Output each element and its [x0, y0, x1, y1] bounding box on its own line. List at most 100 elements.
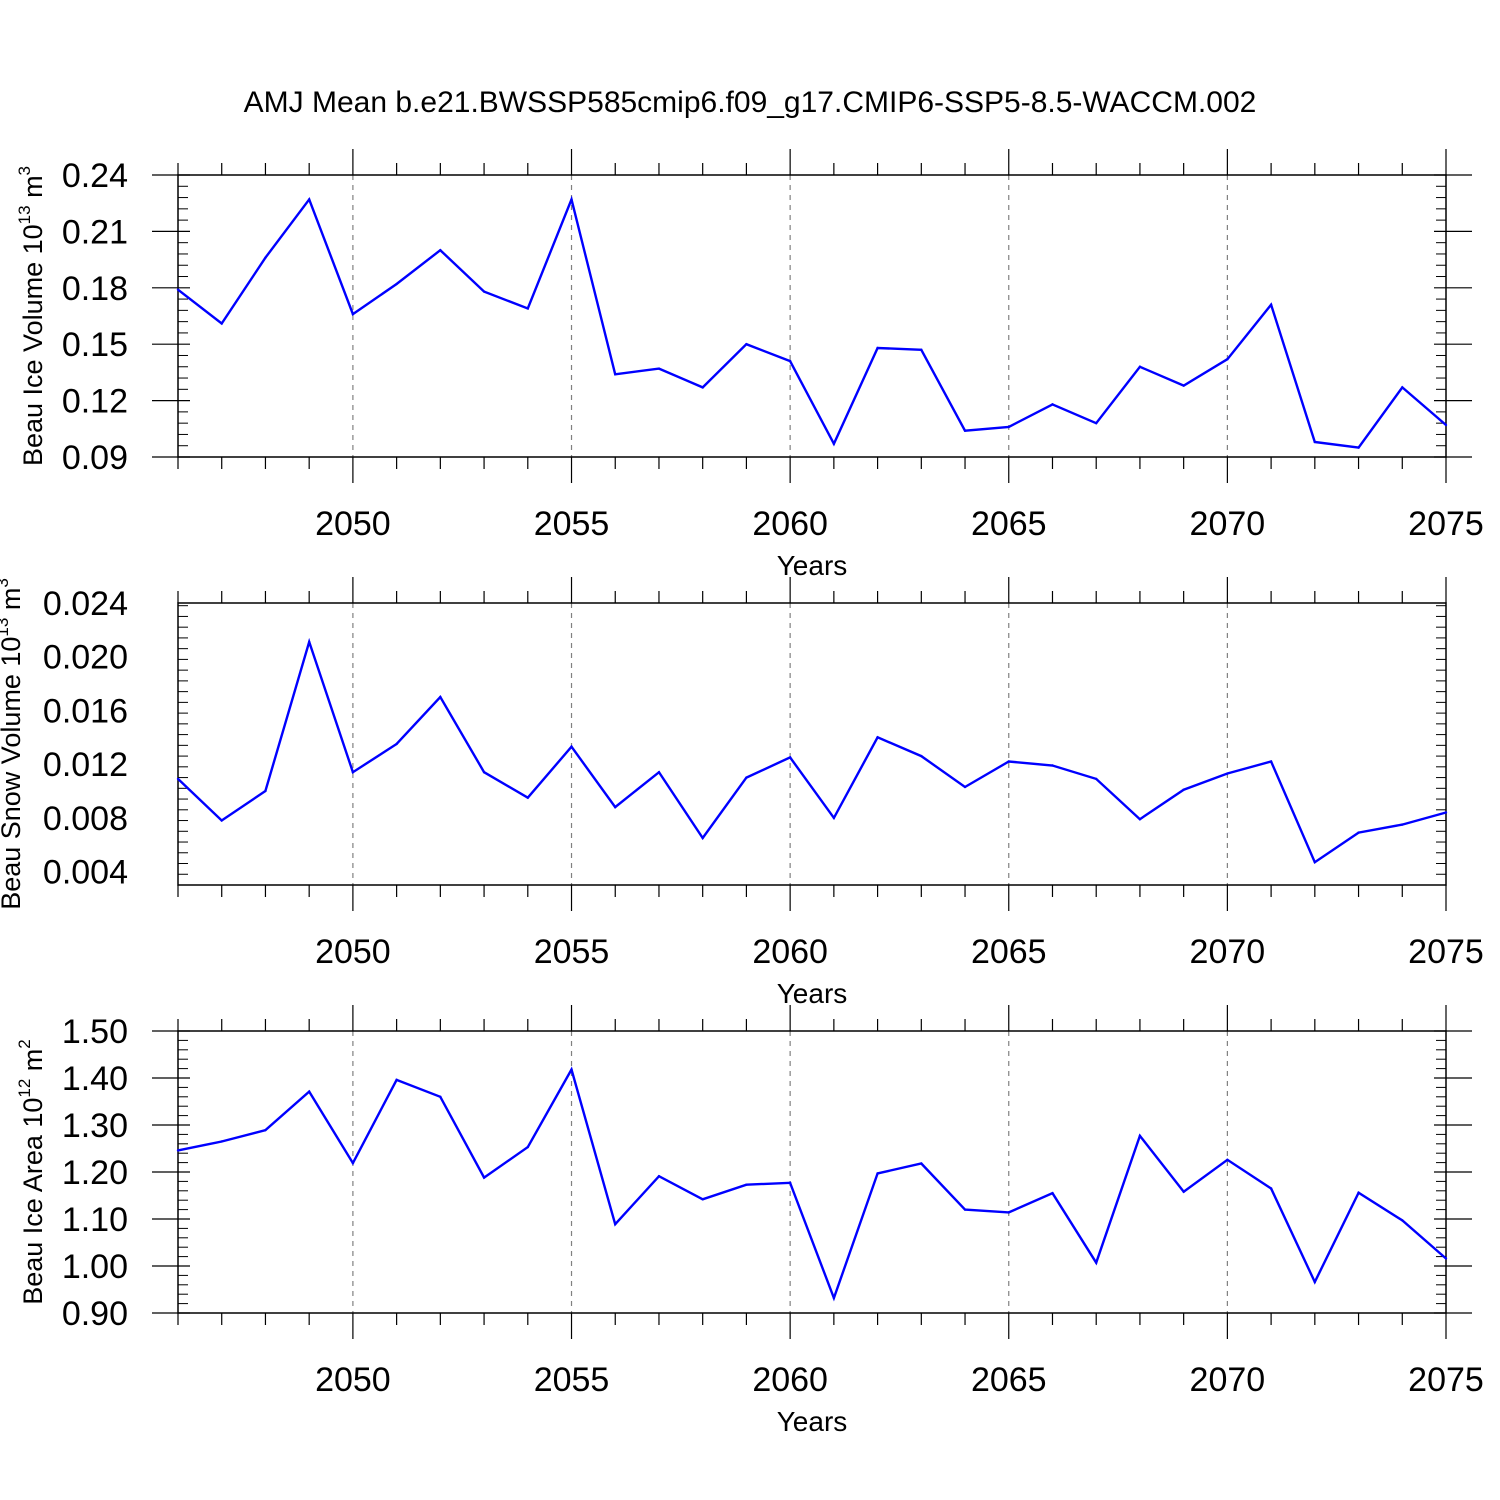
data-point	[920, 348, 923, 352]
x-tick-label: 2075	[1408, 1361, 1484, 1399]
y-tick-label: 0.18	[62, 270, 128, 308]
y-tick-label: 0.008	[43, 800, 128, 838]
x-tick-label: 2050	[315, 505, 391, 543]
y-axis-title: Beau Ice Area 1012 m2	[15, 1039, 48, 1305]
data-point	[570, 745, 573, 748]
data-point	[482, 290, 486, 293]
plot-frame	[177, 1030, 1447, 1314]
data-point	[1051, 1191, 1054, 1195]
data-point	[701, 386, 704, 389]
data-point	[570, 1068, 573, 1071]
y-tick-label: 0.15	[62, 326, 128, 364]
data-point	[1007, 1211, 1010, 1214]
data-point	[832, 1296, 836, 1300]
data-point	[614, 1222, 617, 1226]
data-point	[1007, 425, 1010, 429]
y-axis-title-text: Beau Snow Volume 10	[0, 637, 26, 910]
data-point	[1444, 1257, 1448, 1260]
data-point	[570, 198, 573, 201]
data-point	[963, 785, 967, 789]
data-point	[1401, 823, 1404, 826]
data-point	[264, 256, 267, 259]
x-tick-label: 2075	[1408, 505, 1484, 543]
x-axis-title: Years	[777, 550, 848, 581]
y-tick-label: 0.24	[62, 157, 128, 195]
data-point	[1182, 1190, 1185, 1193]
data-point	[307, 1090, 311, 1093]
data-point	[1138, 1134, 1142, 1138]
data-point	[657, 1175, 661, 1178]
y-tick-label: 1.50	[62, 1013, 128, 1051]
y-tick-label: 0.90	[62, 1295, 128, 1333]
data-point	[1051, 403, 1054, 406]
data-point	[1182, 384, 1185, 387]
data-point	[1269, 760, 1273, 763]
data-point	[1269, 303, 1273, 306]
series-line	[177, 637, 1447, 865]
data-point	[745, 776, 748, 779]
data-point	[307, 198, 311, 201]
data-point	[176, 1149, 180, 1152]
y-axis-title-text: Beau Ice Volume 10	[18, 224, 48, 466]
data-point	[439, 695, 442, 699]
data-point	[439, 1095, 442, 1099]
data-point	[1357, 446, 1360, 449]
data-point	[1095, 421, 1098, 425]
data-point	[176, 288, 180, 291]
data-point	[614, 373, 617, 376]
x-tick-label: 2060	[752, 1361, 828, 1399]
x-axis-title: Years	[777, 978, 848, 1009]
y-tick-label: 1.10	[62, 1201, 128, 1239]
x-tick-label: 2065	[971, 1361, 1047, 1399]
data-point	[920, 1162, 923, 1165]
data-point	[1313, 860, 1317, 864]
data-point	[657, 771, 661, 774]
y-axis-title-unit-exponent: 3	[15, 166, 34, 175]
y-tick-label: 0.004	[43, 854, 128, 892]
data-point	[963, 1208, 967, 1211]
data-point	[1269, 1187, 1273, 1190]
series-line	[177, 1066, 1447, 1302]
data-point	[1182, 788, 1185, 791]
data-point	[1313, 440, 1317, 444]
x-tick-label: 2055	[534, 933, 610, 971]
data-point	[1051, 764, 1054, 767]
series-line	[177, 195, 1447, 449]
data-point	[526, 796, 529, 799]
data-point	[351, 771, 355, 774]
x-tick-label: 2050	[315, 933, 391, 971]
data-point	[614, 805, 617, 809]
data-point	[1226, 358, 1229, 361]
data-point	[526, 307, 529, 310]
x-axis-title: Years	[777, 1406, 848, 1437]
x-tick-label: 2055	[534, 505, 610, 543]
data-point	[701, 1198, 704, 1201]
y-tick-label: 0.21	[62, 213, 128, 251]
y-tick-label: 0.016	[43, 692, 128, 730]
data-point	[920, 754, 923, 758]
x-tick-label: 2065	[971, 505, 1047, 543]
y-tick-label: 1.00	[62, 1248, 128, 1286]
x-tick-label: 2070	[1190, 933, 1266, 971]
data-point	[788, 359, 792, 363]
y-axis-title-unit-exponent: 3	[0, 578, 12, 587]
chart-panels: 0.09 0.12 0.15 0.18 0.21 0.24 2050 2055 2060 2065…	[0, 149, 1484, 1437]
data-point	[832, 442, 836, 446]
x-tick-label: 2065	[971, 933, 1047, 971]
data-point	[788, 1181, 792, 1185]
y-tick-label: 0.024	[43, 585, 128, 623]
x-tick-label: 2075	[1408, 933, 1484, 971]
y-tick-label: 1.30	[62, 1107, 128, 1145]
data-point	[351, 312, 355, 316]
data-point	[1357, 831, 1360, 834]
y-axis-title-unit: m	[18, 175, 48, 205]
data-point	[1444, 423, 1448, 427]
y-tick-label: 0.020	[43, 639, 128, 677]
data-point	[395, 1078, 398, 1082]
chart-panel-1: 0.09 0.12 0.15 0.18 0.21 0.24 2050 2055 2060 2065…	[15, 149, 1484, 581]
data-point	[1444, 811, 1448, 814]
data-point	[307, 640, 311, 644]
y-tick-label: 0.012	[43, 746, 128, 784]
data-point	[439, 249, 442, 252]
